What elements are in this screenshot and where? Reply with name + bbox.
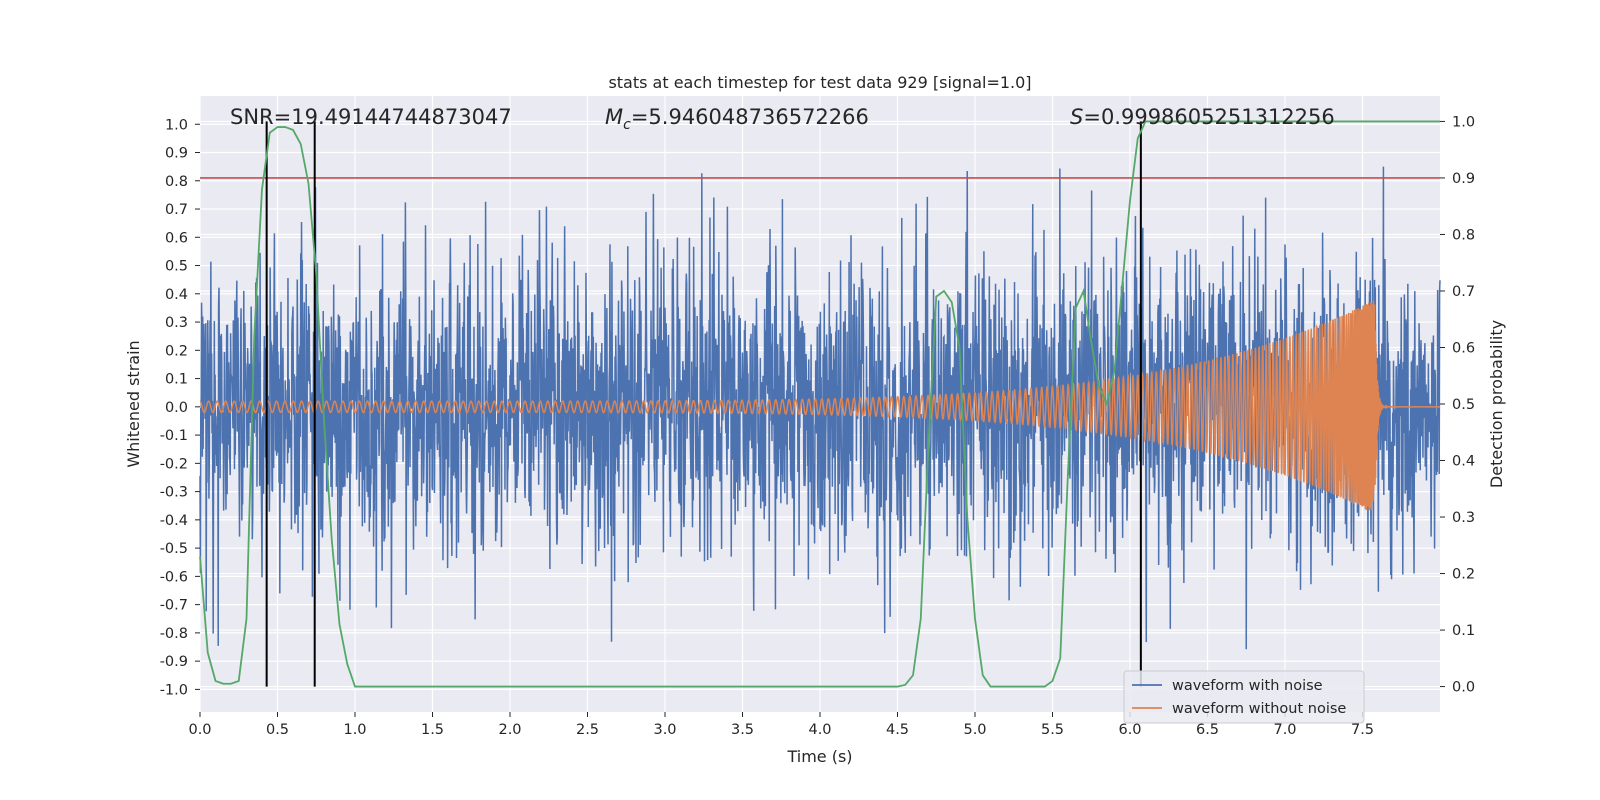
chart-title: stats at each timestep for test data 929…: [608, 73, 1031, 92]
y-tick-label-right: 0.6: [1452, 340, 1475, 356]
clean-waveform-line: [199, 300, 1440, 511]
legend: waveform with noise waveform without noi…: [1123, 670, 1365, 724]
y-tick-label-right: 0.9: [1452, 171, 1475, 187]
x-tick-label: 3.0: [653, 722, 676, 738]
x-tick-label: 2.0: [498, 722, 521, 738]
y-tick-label-left: -0.5: [160, 541, 188, 557]
y-tick-label-left: -0.7: [160, 598, 188, 614]
x-tick-label: 7.5: [1351, 722, 1374, 738]
y-tick-label-left: 0.4: [165, 287, 188, 303]
x-tick-label: 6.5: [1196, 722, 1219, 738]
x-tick-label: 3.5: [731, 722, 754, 738]
y-tick-label-left: -1.0: [160, 682, 188, 698]
y-tick-label-left: -0.6: [160, 569, 188, 585]
y-tick-label-left: 0.1: [165, 372, 188, 388]
x-tick-label: 0.5: [266, 722, 289, 738]
x-axis-label: Time (s): [786, 747, 852, 766]
y-tick-label-right: 0.2: [1452, 567, 1475, 583]
x-tick-label: 1.0: [343, 722, 366, 738]
y-tick-label-left: 0.9: [165, 146, 188, 162]
y-tick-label-left: 0.7: [165, 202, 188, 218]
x-tick-label: 6.0: [1118, 722, 1141, 738]
s-annotation: S=0.9998605251312256: [1070, 105, 1335, 129]
vertical-markers: [265, 121, 1142, 687]
y-tick-label-left: -0.9: [160, 654, 188, 670]
legend-label-clean: waveform without noise: [1172, 701, 1346, 717]
y-tick-label-right: 0.1: [1452, 623, 1475, 639]
y-tick-label-right: 0.7: [1452, 284, 1475, 300]
y-tick-label-left: 0.0: [165, 400, 188, 416]
clean-waveform: [199, 300, 1440, 511]
axes: 0.0 0.5 1.0 1.5 2.0 2.5 3.0 3.5 4.0 4.5 5.0 5.5 6.0 6…: [160, 114, 1475, 738]
y-tick-label-left: 0.5: [165, 259, 188, 275]
y-tick-label-right: 0.8: [1452, 227, 1475, 243]
x-tick-label: 7.0: [1273, 722, 1296, 738]
detection-probability-path: [199, 120, 1440, 688]
y-tick-label-left: 0.6: [165, 230, 188, 246]
y-tick-label-left: 1.0: [165, 117, 188, 133]
x-tick-label: 5.5: [1041, 722, 1064, 738]
noisy-waveform-line: [199, 166, 1441, 650]
mc-annotation: Mc=5.946048736572266: [605, 105, 869, 133]
y-tick-label-right: 0.3: [1452, 510, 1475, 526]
x-tick-label: 2.5: [576, 722, 599, 738]
legend-box: [1123, 670, 1365, 724]
legend-label-noise: waveform with noise: [1172, 678, 1323, 694]
y-tick-label-right: 1.0: [1452, 114, 1475, 130]
y-tick-label-right: 0.0: [1452, 680, 1475, 696]
detection-probability-line: [199, 120, 1440, 688]
noisy-waveform: [199, 166, 1441, 650]
y-tick-label-left: -0.4: [160, 513, 188, 529]
y-tick-label-left: -0.2: [160, 456, 188, 472]
y-tick-label-left: -0.1: [160, 428, 188, 444]
x-tick-label: 4.5: [886, 722, 909, 738]
x-tick-label: 1.5: [421, 722, 444, 738]
y-tick-label-left: -0.8: [160, 626, 188, 642]
y-axis-label-right: Detection probability: [1487, 320, 1506, 488]
y-tick-label-right: 0.4: [1452, 454, 1475, 470]
y-tick-label-left: -0.3: [160, 485, 188, 501]
x-tick-label: 4.0: [808, 722, 831, 738]
x-tick-label: 5.0: [963, 722, 986, 738]
y-tick-label-left: 0.3: [165, 315, 188, 331]
y-axis-label-left: Whitened strain: [124, 340, 143, 467]
y-tick-label-right: 0.5: [1452, 397, 1475, 413]
y-tick-label-left: 0.8: [165, 174, 188, 190]
snr-annotation: SNR=19.49144744873047: [230, 105, 512, 129]
y-tick-label-left: 0.2: [165, 343, 188, 359]
x-tick-label: 0.0: [188, 722, 211, 738]
